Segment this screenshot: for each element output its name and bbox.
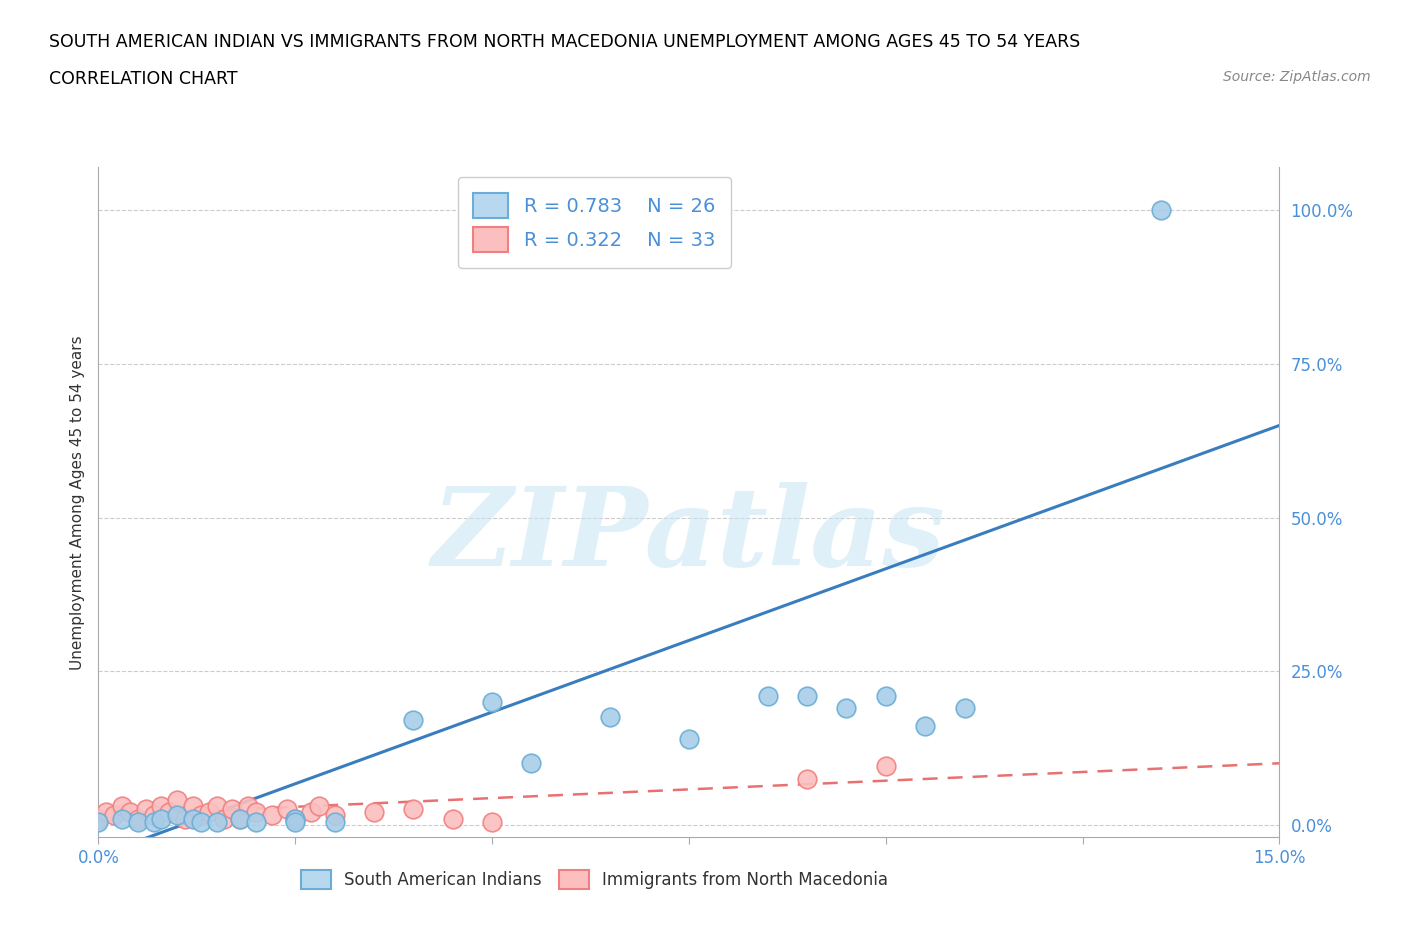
- Point: [150, 799, 173, 814]
- Point: [229, 811, 252, 826]
- Point: [181, 811, 204, 826]
- Point: [276, 802, 298, 817]
- Point: [284, 811, 307, 826]
- Point: [284, 814, 307, 829]
- Point: [87, 814, 110, 829]
- Point: [236, 799, 259, 814]
- Point: [135, 802, 157, 817]
- Point: [284, 811, 307, 826]
- Point: [599, 710, 621, 724]
- Point: [953, 700, 976, 715]
- Point: [174, 811, 197, 826]
- Point: [111, 811, 134, 826]
- Point: [441, 811, 464, 826]
- Point: [299, 805, 322, 820]
- Point: [402, 712, 425, 727]
- Point: [96, 805, 118, 820]
- Point: [157, 805, 180, 820]
- Point: [796, 771, 818, 786]
- Point: [914, 719, 936, 734]
- Point: [756, 688, 779, 703]
- Point: [481, 814, 503, 829]
- Point: [111, 799, 134, 814]
- Point: [87, 811, 110, 826]
- Point: [205, 799, 228, 814]
- Point: [402, 802, 425, 817]
- Text: SOUTH AMERICAN INDIAN VS IMMIGRANTS FROM NORTH MACEDONIA UNEMPLOYMENT AMONG AGES: SOUTH AMERICAN INDIAN VS IMMIGRANTS FROM…: [49, 33, 1080, 50]
- Point: [245, 805, 267, 820]
- Point: [245, 814, 267, 829]
- Point: [166, 792, 188, 807]
- Point: [308, 799, 330, 814]
- Point: [323, 808, 346, 823]
- Point: [214, 811, 236, 826]
- Point: [260, 808, 283, 823]
- Point: [142, 814, 165, 829]
- Point: [1150, 203, 1173, 218]
- Text: Source: ZipAtlas.com: Source: ZipAtlas.com: [1223, 70, 1371, 84]
- Point: [520, 756, 543, 771]
- Point: [835, 700, 858, 715]
- Point: [796, 688, 818, 703]
- Point: [205, 814, 228, 829]
- Text: ZIPatlas: ZIPatlas: [432, 482, 946, 590]
- Legend: South American Indians, Immigrants from North Macedonia: South American Indians, Immigrants from …: [294, 863, 894, 896]
- Point: [190, 814, 212, 829]
- Point: [323, 814, 346, 829]
- Point: [481, 695, 503, 710]
- Point: [103, 808, 125, 823]
- Point: [197, 805, 219, 820]
- Text: CORRELATION CHART: CORRELATION CHART: [49, 70, 238, 87]
- Point: [363, 805, 385, 820]
- Point: [229, 811, 252, 826]
- Point: [678, 731, 700, 746]
- Point: [875, 759, 897, 774]
- Point: [181, 799, 204, 814]
- Point: [127, 814, 149, 829]
- Point: [166, 808, 188, 823]
- Point: [875, 688, 897, 703]
- Point: [142, 808, 165, 823]
- Point: [190, 808, 212, 823]
- Y-axis label: Unemployment Among Ages 45 to 54 years: Unemployment Among Ages 45 to 54 years: [69, 335, 84, 670]
- Point: [150, 811, 173, 826]
- Point: [221, 802, 243, 817]
- Point: [118, 805, 141, 820]
- Point: [127, 811, 149, 826]
